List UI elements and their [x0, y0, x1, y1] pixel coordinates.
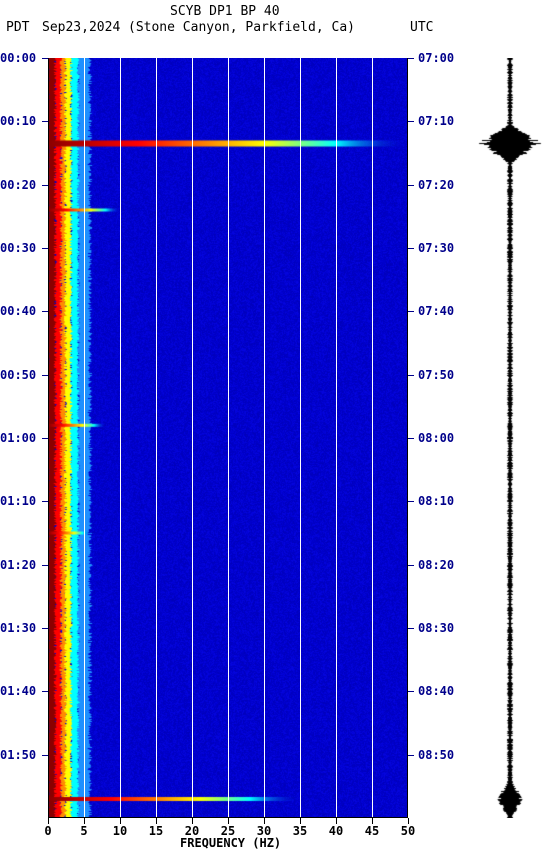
- ytick-left-label: 01:00: [0, 431, 46, 445]
- ytick-right-label: 07:00: [418, 51, 464, 65]
- ytick-left-label: 00:40: [0, 304, 46, 318]
- ytick-left-mark: [42, 58, 48, 59]
- timezone-left-label: PDT: [6, 20, 29, 35]
- ytick-right-mark: [408, 628, 414, 629]
- xtick-mark: [336, 818, 337, 824]
- ytick-right-label: 08:00: [418, 431, 464, 445]
- ytick-left-label: 01:10: [0, 494, 46, 508]
- xtick-label: 35: [293, 824, 307, 838]
- ytick-left-label: 00:00: [0, 51, 46, 65]
- xtick-label: 45: [365, 824, 379, 838]
- ytick-right-mark: [408, 248, 414, 249]
- xtick-mark: [156, 818, 157, 824]
- xtick-mark: [264, 818, 265, 824]
- xtick-mark: [120, 818, 121, 824]
- spectrogram-plot: [48, 58, 408, 818]
- ytick-right-mark: [408, 185, 414, 186]
- ytick-right-mark: [408, 755, 414, 756]
- xtick-label: 40: [329, 824, 343, 838]
- ytick-right-label: 08:30: [418, 621, 464, 635]
- ytick-right-label: 07:50: [418, 368, 464, 382]
- ytick-right-label: 07:20: [418, 178, 464, 192]
- ytick-left-label: 00:50: [0, 368, 46, 382]
- date-label: Sep23,2024: [42, 20, 120, 35]
- ytick-left-label: 00:10: [0, 114, 46, 128]
- ytick-left-label: 00:20: [0, 178, 46, 192]
- seismogram-trace: [475, 58, 545, 818]
- xtick-mark: [408, 818, 409, 824]
- ytick-right-mark: [408, 501, 414, 502]
- xtick-label: 10: [113, 824, 127, 838]
- ytick-right-mark: [408, 438, 414, 439]
- ytick-right-mark: [408, 311, 414, 312]
- timezone-right-label: UTC: [410, 20, 433, 35]
- xtick-label: 5: [80, 824, 87, 838]
- xtick-label: 0: [44, 824, 51, 838]
- ytick-left-mark: [42, 691, 48, 692]
- ytick-right-label: 08:40: [418, 684, 464, 698]
- location-label: (Stone Canyon, Parkfield, Ca): [128, 20, 355, 35]
- ytick-right-mark: [408, 58, 414, 59]
- plot-border: [48, 58, 408, 818]
- ytick-left-mark: [42, 438, 48, 439]
- xtick-mark: [48, 818, 49, 824]
- ytick-left-mark: [42, 185, 48, 186]
- xtick-label: 15: [149, 824, 163, 838]
- ytick-right-label: 08:50: [418, 748, 464, 762]
- x-axis-label: FREQUENCY (HZ): [180, 836, 281, 850]
- ytick-left-label: 01:40: [0, 684, 46, 698]
- ytick-left-label: 01:50: [0, 748, 46, 762]
- ytick-left-label: 01:20: [0, 558, 46, 572]
- ytick-right-label: 08:20: [418, 558, 464, 572]
- ytick-right-label: 07:10: [418, 114, 464, 128]
- xtick-mark: [372, 818, 373, 824]
- seismogram-canvas: [475, 58, 545, 818]
- xtick-mark: [300, 818, 301, 824]
- ytick-right-label: 08:10: [418, 494, 464, 508]
- chart-title: SCYB DP1 BP 40: [170, 4, 280, 19]
- xtick-mark: [192, 818, 193, 824]
- ytick-left-label: 01:30: [0, 621, 46, 635]
- ytick-left-mark: [42, 375, 48, 376]
- xtick-mark: [228, 818, 229, 824]
- ytick-left-mark: [42, 311, 48, 312]
- ytick-left-mark: [42, 501, 48, 502]
- ytick-right-mark: [408, 565, 414, 566]
- ytick-left-mark: [42, 755, 48, 756]
- ytick-right-label: 07:40: [418, 304, 464, 318]
- ytick-left-mark: [42, 121, 48, 122]
- ytick-right-label: 07:30: [418, 241, 464, 255]
- ytick-left-mark: [42, 565, 48, 566]
- xtick-label: 50: [401, 824, 415, 838]
- ytick-right-mark: [408, 691, 414, 692]
- ytick-right-mark: [408, 375, 414, 376]
- ytick-left-mark: [42, 248, 48, 249]
- ytick-left-mark: [42, 628, 48, 629]
- xtick-mark: [84, 818, 85, 824]
- ytick-left-label: 00:30: [0, 241, 46, 255]
- ytick-right-mark: [408, 121, 414, 122]
